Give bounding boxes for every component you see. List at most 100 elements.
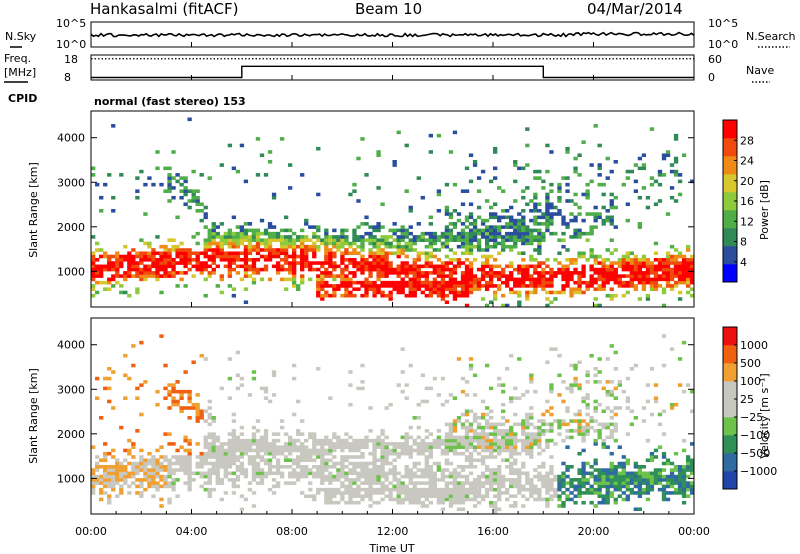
- heatmap-cell: [372, 471, 377, 476]
- heatmap-cell: [143, 264, 148, 269]
- heatmap-cell: [211, 451, 216, 456]
- heatmap-cell: [468, 429, 474, 433]
- heatmap-cell: [135, 195, 140, 200]
- heatmap-cell: [251, 267, 257, 272]
- heatmap-cell: [99, 248, 104, 252]
- heatmap-cell: [424, 455, 429, 459]
- heatmap-cell: [219, 386, 224, 391]
- heatmap-cell: [400, 251, 405, 256]
- heatmap-cell: [131, 248, 136, 252]
- heatmap-cell: [356, 287, 361, 291]
- heatmap-cell: [167, 484, 172, 489]
- noise-right-tick-bottom: 10^0: [708, 38, 738, 51]
- heatmap-cell: [340, 261, 345, 265]
- heatmap-cell: [380, 290, 385, 295]
- heatmap-cell: [316, 261, 321, 265]
- heatmap-cell: [199, 261, 204, 265]
- heatmap-cell: [464, 235, 470, 239]
- heatmap-cell: [484, 241, 490, 246]
- heatmap-cell: [565, 429, 570, 433]
- heatmap-cell: [577, 271, 582, 275]
- heatmap-cell: [356, 484, 361, 489]
- freq-traces: [91, 58, 694, 79]
- heatmap-cell: [344, 478, 349, 482]
- heatmap-cell: [171, 484, 176, 489]
- heatmap-cell: [493, 438, 498, 443]
- heatmap-cell: [517, 487, 522, 492]
- heatmap-cell: [239, 238, 245, 242]
- heatmap-cell: [207, 264, 212, 269]
- heatmap-cell: [597, 284, 602, 288]
- heatmap-cell: [629, 267, 634, 272]
- heatmap-cell: [336, 491, 341, 495]
- heatmap-cell: [171, 389, 176, 394]
- heatmap-cell: [472, 218, 478, 223]
- heatmap-cell: [179, 406, 184, 410]
- heatmap-cell: [569, 435, 574, 440]
- heatmap-cell: [300, 244, 305, 249]
- heatmap-cell: [484, 284, 490, 288]
- heatmap-cell: [533, 389, 538, 394]
- noise-trace: [90, 31, 695, 38]
- heatmap-cell: [275, 267, 281, 272]
- heatmap-cell: [621, 481, 626, 485]
- heatmap-cell: [525, 228, 530, 233]
- heatmap-cell: [609, 429, 614, 433]
- heatmap-cell: [183, 455, 188, 459]
- heatmap-cell: [360, 386, 365, 391]
- heatmap-cell: [665, 254, 671, 259]
- heatmap-cell: [476, 442, 482, 446]
- heatmap-cell: [328, 251, 333, 256]
- heatmap-cell: [155, 389, 160, 394]
- heatmap-cell: [472, 465, 478, 469]
- heatmap-cell: [525, 435, 530, 440]
- heatmap-cell: [207, 494, 212, 498]
- heatmap-cell: [517, 481, 522, 485]
- heatmap-cell: [605, 494, 610, 498]
- heatmap-cell: [187, 478, 192, 482]
- heatmap-cell: [283, 235, 289, 239]
- heatmap-cell: [259, 438, 265, 443]
- heatmap-cell: [368, 251, 373, 256]
- heatmap-cell: [271, 254, 277, 259]
- heatmap-cell: [581, 267, 586, 272]
- heatmap-cell: [91, 471, 96, 476]
- heatmap-cell: [476, 487, 482, 492]
- heatmap-cell: [396, 271, 401, 275]
- heatmap-cell: [621, 261, 626, 265]
- heatmap-cell: [589, 425, 594, 430]
- heatmap-cell: [155, 267, 160, 272]
- heatmap-cell: [484, 228, 490, 233]
- heatmap-cell: [376, 442, 381, 446]
- heatmap-cell: [368, 494, 373, 498]
- heatmap-cell: [428, 215, 433, 220]
- heatmap-cell: [312, 451, 317, 456]
- heatmap-cell: [251, 458, 257, 463]
- heatmap-cell: [408, 287, 413, 291]
- heatmap-cell: [561, 271, 566, 275]
- heatmap-cell: [203, 215, 208, 220]
- heatmap-cell: [509, 287, 514, 291]
- heatmap-cell: [151, 471, 156, 476]
- heatmap-cell: [625, 474, 630, 479]
- heatmap-cell: [183, 192, 188, 197]
- heatmap-cell: [529, 209, 534, 213]
- heatmap-cell: [215, 481, 220, 485]
- heatmap-cell: [609, 435, 614, 440]
- heatmap-cell: [211, 235, 216, 239]
- heatmap-cell: [296, 445, 301, 449]
- heatmap-cell: [521, 238, 526, 242]
- heatmap-cell: [324, 290, 329, 295]
- heatmap-cell: [424, 481, 429, 485]
- heatmap-cell: [645, 261, 651, 265]
- heatmap-cell: [677, 179, 683, 184]
- heatmap-cell: [183, 258, 188, 262]
- heatmap-cell: [673, 468, 679, 472]
- heatmap-cell: [621, 274, 626, 278]
- heatmap-cell: [669, 481, 675, 485]
- heatmap-cell: [681, 468, 687, 472]
- heatmap-cell: [541, 238, 546, 242]
- heatmap-cell: [91, 481, 96, 485]
- heatmap-cell: [517, 438, 522, 443]
